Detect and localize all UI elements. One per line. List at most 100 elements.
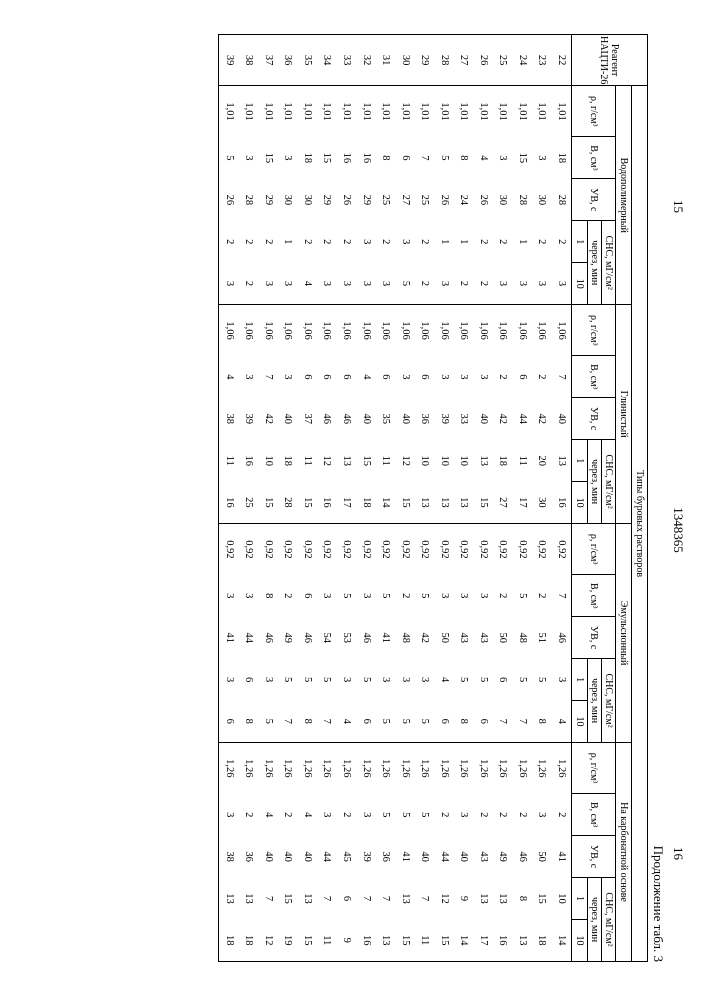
col-sns-3: СНС, мГ/см² через, мин <box>587 659 615 743</box>
table-cell: 26 <box>434 179 454 221</box>
table-cell: 7 <box>414 878 434 920</box>
table-cell: 3 <box>551 659 571 701</box>
table-cell: 33 <box>336 35 356 86</box>
table-cell: 1,26 <box>355 743 375 794</box>
table-cell: 15 <box>512 137 532 179</box>
table-cell: 8 <box>238 701 258 743</box>
group-header-2: Глинистый <box>615 305 631 524</box>
table-cell: 3 <box>395 659 415 701</box>
table-cell: 1,06 <box>453 305 473 356</box>
table-cell: 6 <box>297 575 317 617</box>
table-cell: 1,01 <box>473 86 493 137</box>
table-cell: 2 <box>492 356 512 398</box>
table-cell: 6 <box>473 701 493 743</box>
sns-10-a: 10 <box>571 263 587 305</box>
table-cell: 1,26 <box>453 743 473 794</box>
table-row: 391,01526231,0643811160,92341361,2633813… <box>218 35 238 962</box>
group-header-3: Эмульсионный <box>615 524 631 743</box>
table-cell: 0,92 <box>375 524 395 575</box>
table-cell: 1,01 <box>316 86 336 137</box>
table-cell: 41 <box>375 617 395 659</box>
table-cell: 22 <box>551 35 571 86</box>
table-cell: 5 <box>297 659 317 701</box>
table-cell: 3 <box>492 263 512 305</box>
table-cell: 33 <box>453 398 473 440</box>
table-cell: 3 <box>512 263 532 305</box>
table-cell: 2 <box>551 794 571 836</box>
table-cell: 1,06 <box>551 305 571 356</box>
table-cell: 0,92 <box>218 524 238 575</box>
table-cell: 3 <box>355 221 375 263</box>
table-cell: 2 <box>277 794 297 836</box>
table-cell: 24 <box>453 179 473 221</box>
table-cell: 27 <box>453 35 473 86</box>
table-cell: 3 <box>316 794 336 836</box>
table-cell: 1 <box>277 221 297 263</box>
table-cell: 18 <box>355 482 375 524</box>
table-cell: 0,92 <box>414 524 434 575</box>
table-cell: 1,06 <box>297 305 317 356</box>
table-cell: 8 <box>531 701 551 743</box>
table-cell: 5 <box>258 701 278 743</box>
table-cell: 3 <box>277 263 297 305</box>
table-cell: 2 <box>492 221 512 263</box>
table-cell: 6 <box>434 701 454 743</box>
table-cell: 28 <box>238 179 258 221</box>
table-cell: 7 <box>512 701 532 743</box>
table-cell: 41 <box>218 617 238 659</box>
reagent-header: Реагент НАЦТИ-26 <box>571 35 647 86</box>
sns-top-4: СНС, мГ/см² <box>601 878 615 961</box>
table-cell: 1,26 <box>434 743 454 794</box>
table-cell: 2 <box>473 263 493 305</box>
table-cell: 11 <box>414 920 434 962</box>
col-b-1: В, см³ <box>571 137 615 179</box>
table-cell: 5 <box>414 575 434 617</box>
table-cell: 30 <box>531 482 551 524</box>
table-cell: 15 <box>473 482 493 524</box>
table-cell: 1,01 <box>238 86 258 137</box>
table-cell: 25 <box>414 179 434 221</box>
table-cell: 1,01 <box>375 86 395 137</box>
table-cell: 13 <box>492 878 512 920</box>
table-cell: 11 <box>375 440 395 482</box>
table-cell: 14 <box>453 920 473 962</box>
table-cell: 1,26 <box>551 743 571 794</box>
table-cell: 40 <box>395 398 415 440</box>
col-uv-2: УВ, с <box>571 398 615 440</box>
table-cell: 17 <box>512 482 532 524</box>
table-cell: 3 <box>395 221 415 263</box>
table-cell: 1,06 <box>316 305 336 356</box>
table-cell: 2 <box>238 263 258 305</box>
table-cell: 13 <box>238 878 258 920</box>
table-cell: 1,01 <box>512 86 532 137</box>
table-cell: 13 <box>375 920 395 962</box>
table-cell: 3 <box>434 263 454 305</box>
table-cell: 13 <box>395 878 415 920</box>
table-cell: 30 <box>297 179 317 221</box>
table-cell: 16 <box>316 482 336 524</box>
sns-1-c: 1 <box>571 659 587 701</box>
table-cell: 43 <box>473 617 493 659</box>
table-cell: 1,26 <box>414 743 434 794</box>
table-cell: 46 <box>316 398 336 440</box>
table-cell: 15 <box>395 920 415 962</box>
table-cell: 0,92 <box>238 524 258 575</box>
table-cell: 49 <box>277 617 297 659</box>
sns-1-b: 1 <box>571 440 587 482</box>
table-cell: 16 <box>492 920 512 962</box>
table-cell: 15 <box>297 482 317 524</box>
table-cell: 1,26 <box>492 743 512 794</box>
table-cell: 0,92 <box>297 524 317 575</box>
table-cell: 36 <box>414 398 434 440</box>
table-cell: 1,26 <box>316 743 336 794</box>
table-cell: 41 <box>551 836 571 878</box>
table-cell: 1,01 <box>414 86 434 137</box>
table-cell: 5 <box>395 701 415 743</box>
table-cell: 15 <box>258 137 278 179</box>
table-cell: 15 <box>355 440 375 482</box>
table-cell: 5 <box>218 137 238 179</box>
table-cell: 13 <box>551 440 571 482</box>
table-row: 311,01825231,0663511140,92541351,2653671… <box>375 35 395 962</box>
table-cell: 3 <box>355 794 375 836</box>
table-cell: 3 <box>277 356 297 398</box>
